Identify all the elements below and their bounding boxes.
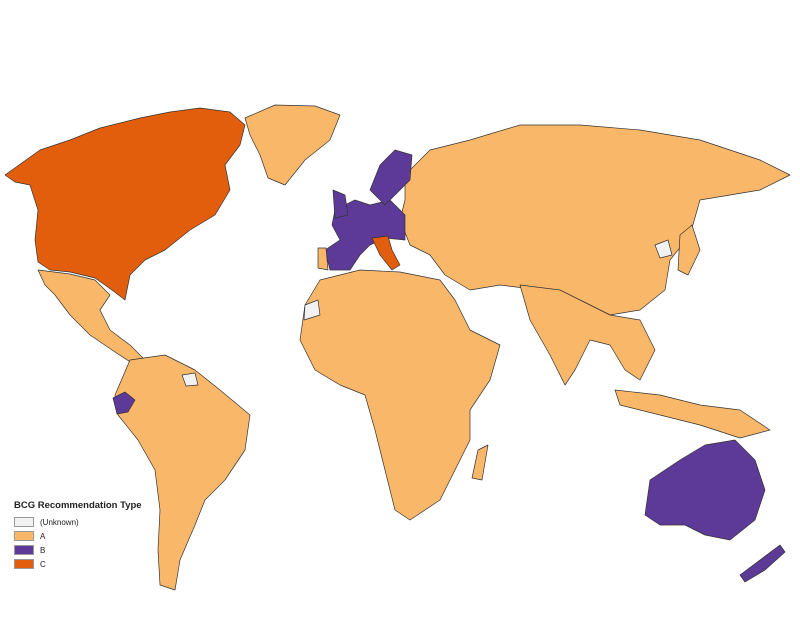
- legend-label: (Unknown): [40, 517, 79, 527]
- region-australia[interactable]: [644, 439, 766, 541]
- legend-swatch: [14, 545, 34, 555]
- region-guyana-suriname[interactable]: [181, 372, 199, 387]
- region-mexico-central-america[interactable]: [37, 269, 146, 366]
- region-western-sahara[interactable]: [303, 299, 321, 321]
- region-portugal[interactable]: [317, 247, 329, 271]
- map-legend: BCG Recommendation Type (Unknown) A B C: [14, 500, 142, 571]
- legend-label: C: [40, 559, 46, 569]
- region-ecuador[interactable]: [112, 391, 136, 415]
- region-scandinavia[interactable]: [369, 149, 413, 206]
- region-japan[interactable]: [677, 224, 701, 276]
- region-south-america[interactable]: [114, 354, 251, 591]
- region-canada-usa[interactable]: [4, 107, 246, 301]
- region-madagascar[interactable]: [471, 444, 489, 481]
- region-italy[interactable]: [371, 235, 401, 271]
- legend-item-a: A: [14, 529, 142, 543]
- legend-label: A: [40, 531, 46, 541]
- region-south-asia[interactable]: [519, 284, 656, 386]
- legend-item-unknown: (Unknown): [14, 515, 142, 529]
- legend-item-b: B: [14, 543, 142, 557]
- region-eurasia[interactable]: [399, 124, 791, 316]
- region-north-korea[interactable]: [654, 239, 673, 259]
- region-greenland[interactable]: [244, 104, 341, 186]
- legend-item-c: C: [14, 557, 142, 571]
- region-africa[interactable]: [299, 269, 501, 521]
- region-western-europe[interactable]: [324, 199, 406, 271]
- legend-swatch: [14, 559, 34, 569]
- legend-swatch: [14, 517, 34, 527]
- region-uk[interactable]: [332, 189, 349, 219]
- region-indonesia[interactable]: [614, 389, 771, 439]
- region-new-zealand[interactable]: [739, 544, 786, 583]
- legend-swatch: [14, 531, 34, 541]
- legend-title: BCG Recommendation Type: [14, 500, 142, 511]
- legend-label: B: [40, 545, 46, 555]
